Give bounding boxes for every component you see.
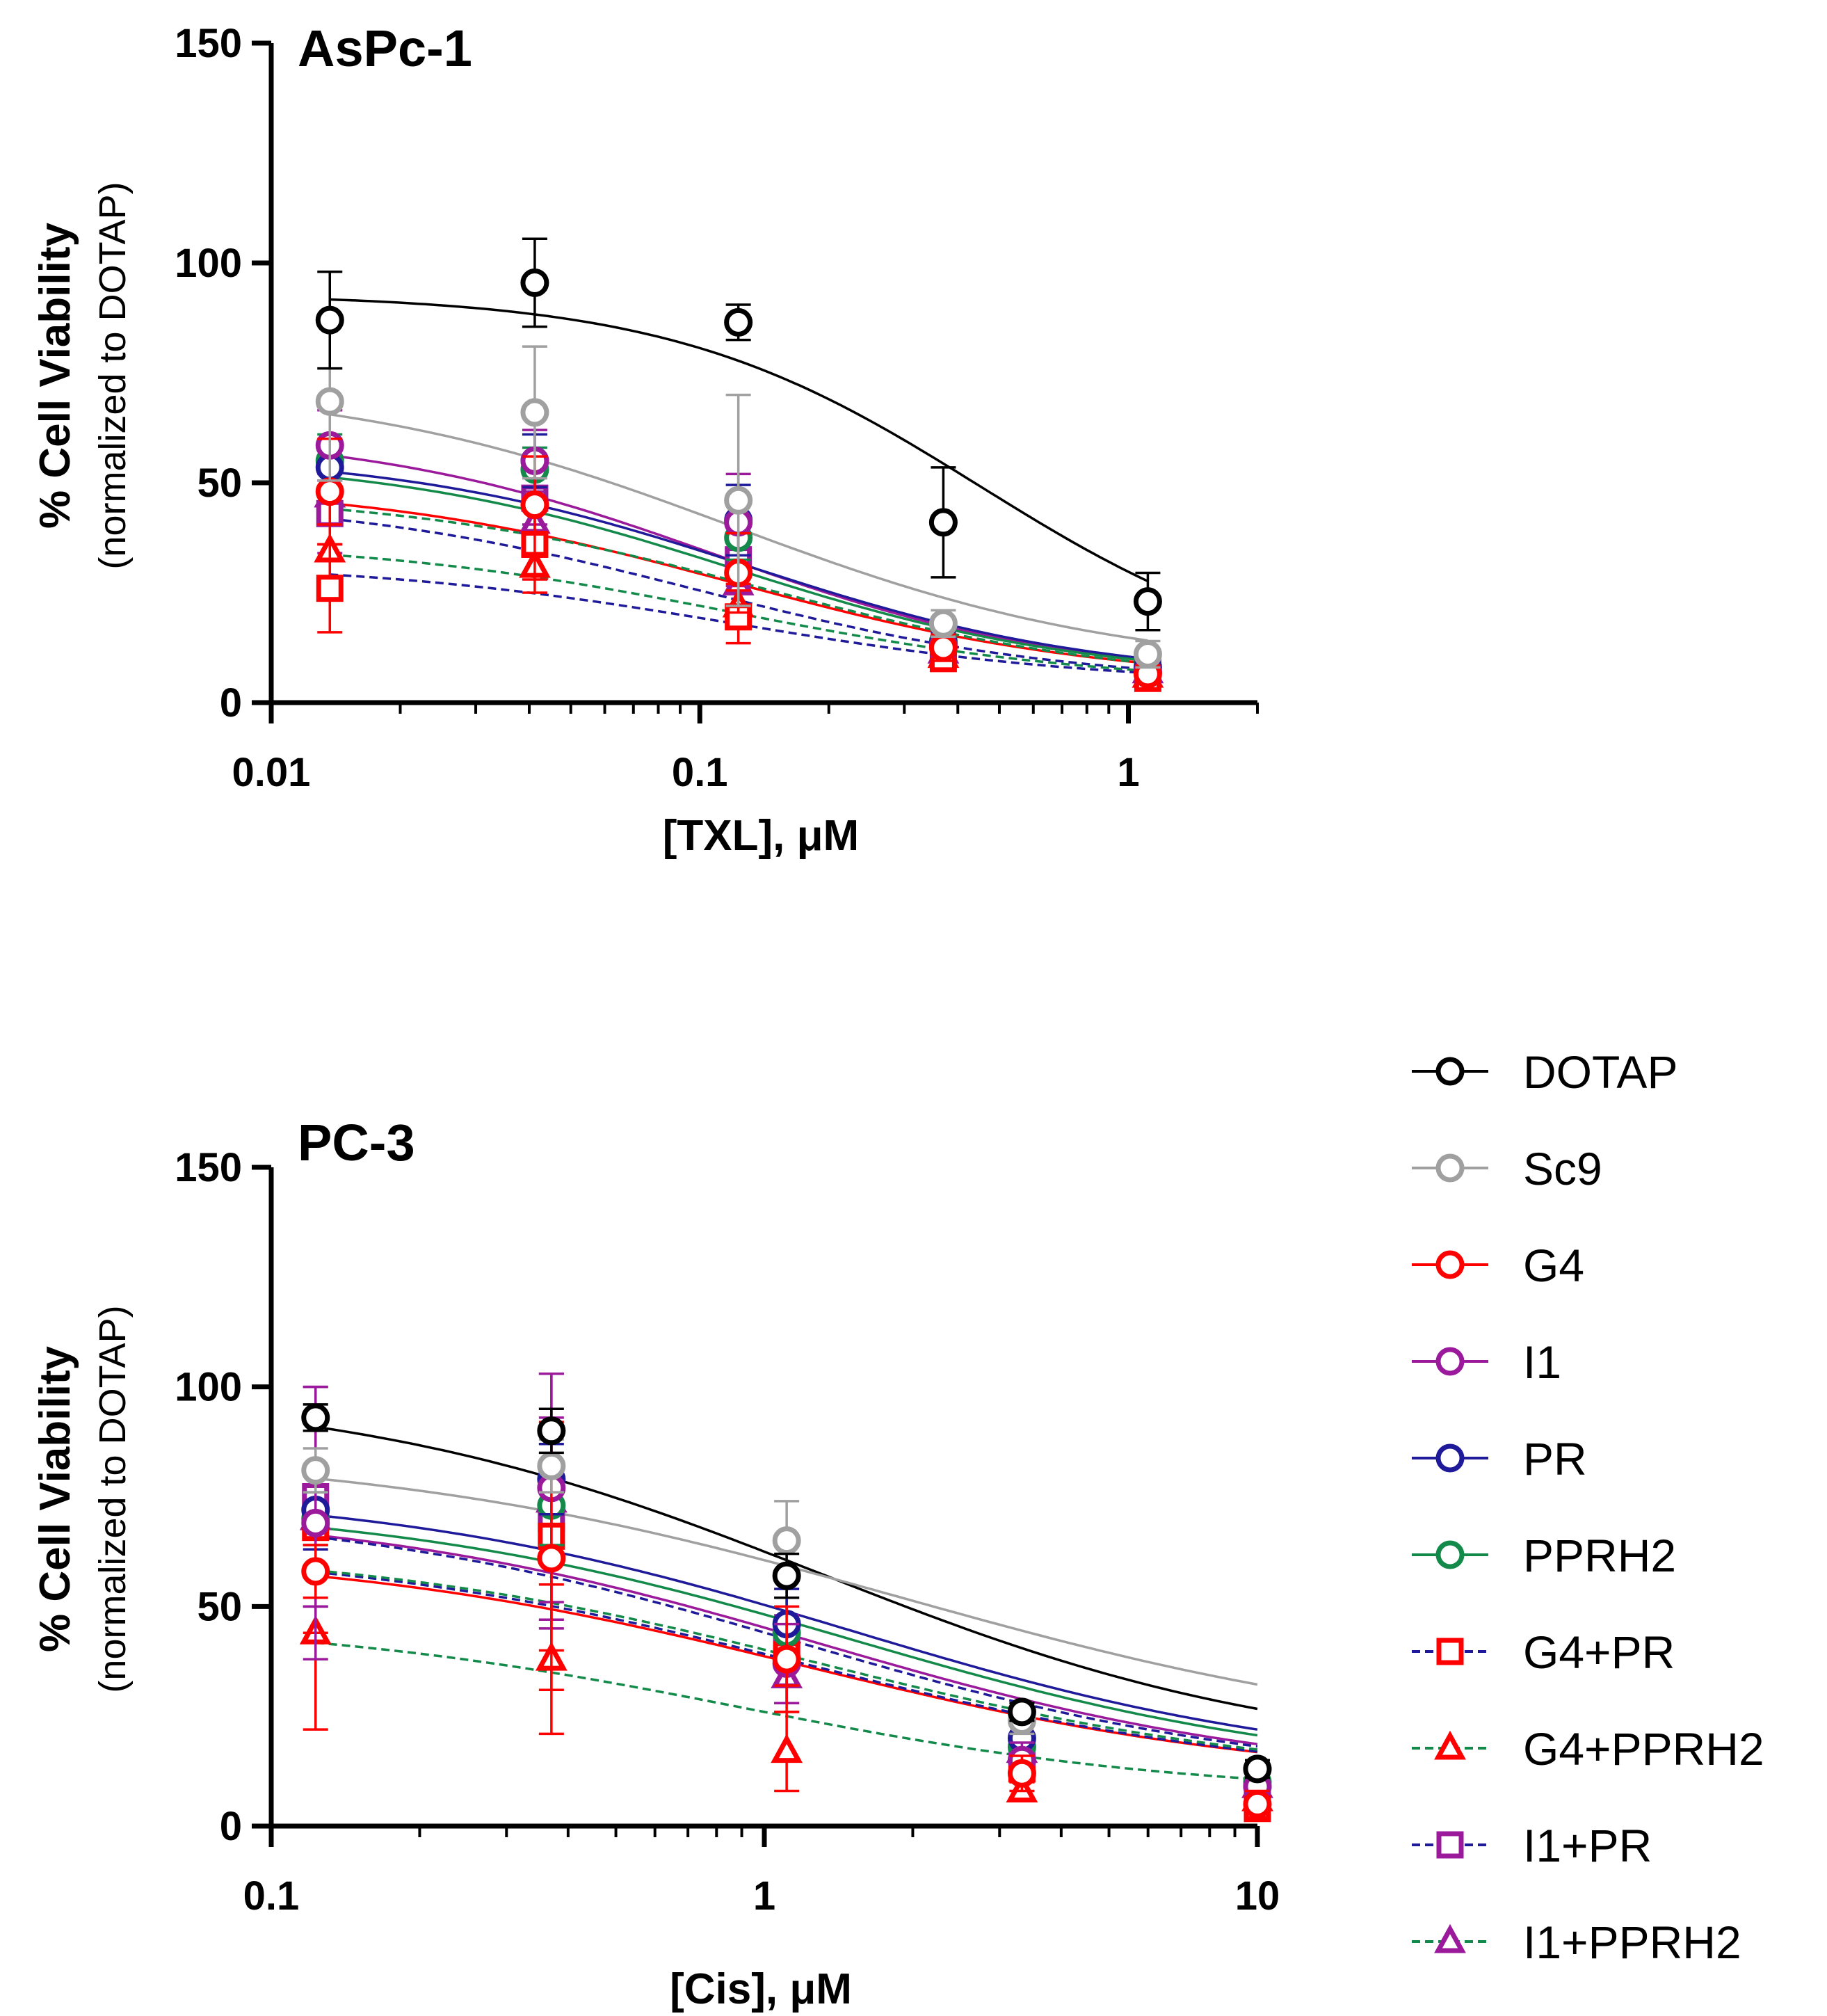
axes: 0 50 100 150 0.01 0.1 1 (175, 21, 1259, 795)
y-tick-label: 0 (220, 680, 242, 726)
point-dotap (520, 268, 549, 297)
chart-pc3: 0 50 100 150 0.1 1 10 PC-3 [Cis], μM % Cell Viabi… (31, 1114, 1280, 2013)
legend-item-g4-plus-pprh2: G4+PPRH2 (1412, 1723, 1764, 1775)
axes: 0 50 100 150 0.1 1 10 (175, 1145, 1280, 1919)
point-dotap (1133, 587, 1162, 616)
legend-item-dotap: DOTAP (1412, 1046, 1677, 1098)
legend-item-i1: I1 (1412, 1336, 1561, 1388)
point-sc9 (315, 387, 344, 416)
y-axis-sublabel: (normalized to DOTAP) (92, 182, 134, 569)
x-tick-label: 0.1 (672, 750, 728, 795)
legend-item-i1-plus-pprh2: I1+PPRH2 (1412, 1917, 1741, 1968)
x-axis-label: [Cis], μM (670, 1965, 852, 2013)
chart-title: AsPc-1 (298, 19, 472, 77)
point-sc9 (772, 1526, 801, 1555)
point-g4 (520, 490, 549, 520)
point-sc9 (301, 1456, 330, 1485)
point-g4-plus-pr (316, 575, 344, 602)
legend-marker (1436, 1638, 1464, 1665)
point-g4 (928, 633, 958, 662)
y-tick-label: 100 (175, 1365, 242, 1410)
chart-aspc1: 0 50 100 150 0.01 0.1 1 AsPc-1 [TXL], μM % Cell V… (31, 19, 1259, 860)
point-sc9 (724, 486, 753, 515)
y-axis-sublabel: (normalized to DOTAP) (92, 1305, 134, 1693)
point-g4 (772, 1645, 801, 1674)
y-tick-label: 150 (175, 21, 242, 66)
point-sc9 (928, 609, 958, 638)
x-tick-label: 10 (1235, 1873, 1280, 1919)
legend-marker (1435, 1057, 1465, 1086)
point-sc9 (537, 1451, 566, 1480)
x-tick-label: 0.1 (243, 1873, 300, 1919)
series-dotap (315, 237, 1162, 632)
legend-label: G4+PPRH2 (1523, 1723, 1764, 1775)
legend-item-g4-plus-pr: G4+PR (1412, 1626, 1675, 1678)
y-axis-label: % Cell Viability (31, 1346, 79, 1652)
point-i1 (301, 1508, 330, 1537)
series-dotap (301, 1403, 1272, 1784)
legend: DOTAP Sc9 G4 I1 PR PPRH2 G4+PR G4+PPRH2 I1+PR I1+… (1412, 1046, 1764, 1968)
legend-marker (1435, 1540, 1465, 1569)
x-tick-label: 0.01 (232, 750, 311, 795)
legend-label: I1+PPRH2 (1523, 1917, 1741, 1968)
legend-marker (1434, 1923, 1466, 1953)
legend-label: I1 (1523, 1336, 1561, 1388)
y-axis-label: % Cell Viability (31, 223, 79, 529)
point-sc9 (520, 398, 549, 427)
legend-label: G4+PR (1523, 1626, 1675, 1678)
point-sc9 (1133, 639, 1162, 669)
legend-marker (1436, 1831, 1464, 1859)
legend-item-pprh2: PPRH2 (1412, 1530, 1676, 1581)
point-g4 (301, 1557, 330, 1586)
legend-label: PPRH2 (1523, 1530, 1676, 1581)
legend-marker (1435, 1347, 1465, 1376)
point-dotap (301, 1403, 330, 1432)
point-g4 (315, 477, 344, 506)
point-dotap (772, 1561, 801, 1590)
point-dotap (928, 508, 958, 537)
point-g4 (1007, 1759, 1036, 1788)
curve-dotap (330, 298, 1149, 582)
legend-item-g4: G4 (1412, 1240, 1584, 1291)
point-dotap (724, 307, 753, 337)
y-tick-label: 50 (197, 1584, 242, 1629)
legend-item-sc9: Sc9 (1412, 1143, 1602, 1194)
legend-item-pr: PR (1412, 1433, 1587, 1485)
x-tick-label: 1 (753, 1873, 775, 1919)
point-dotap (1243, 1754, 1272, 1784)
legend-label: I1+PR (1523, 1820, 1652, 1871)
x-axis-label: [TXL], μM (663, 812, 859, 860)
point-dotap (537, 1416, 566, 1446)
y-tick-label: 100 (175, 241, 242, 286)
chart-title: PC-3 (298, 1114, 415, 1171)
series-sc9 (315, 321, 1162, 669)
legend-label: G4 (1523, 1240, 1584, 1291)
point-g4 (1243, 1789, 1272, 1818)
legend-marker (1435, 1153, 1465, 1183)
legend-label: Sc9 (1523, 1143, 1602, 1194)
legend-label: DOTAP (1523, 1046, 1677, 1098)
legend-item-i1-plus-pr: I1+PR (1412, 1820, 1652, 1871)
y-tick-label: 150 (175, 1145, 242, 1190)
legend-label: PR (1523, 1433, 1587, 1485)
point-dotap (1007, 1697, 1036, 1727)
legend-marker (1435, 1250, 1465, 1279)
point-g4-plus-pprh2 (771, 1734, 803, 1763)
legend-marker (1435, 1443, 1465, 1473)
y-tick-label: 50 (197, 461, 242, 506)
legend-marker (1434, 1730, 1466, 1760)
point-g4 (537, 1544, 566, 1573)
y-tick-label: 0 (220, 1804, 242, 1849)
point-dotap (315, 305, 344, 335)
x-tick-label: 1 (1117, 750, 1139, 795)
